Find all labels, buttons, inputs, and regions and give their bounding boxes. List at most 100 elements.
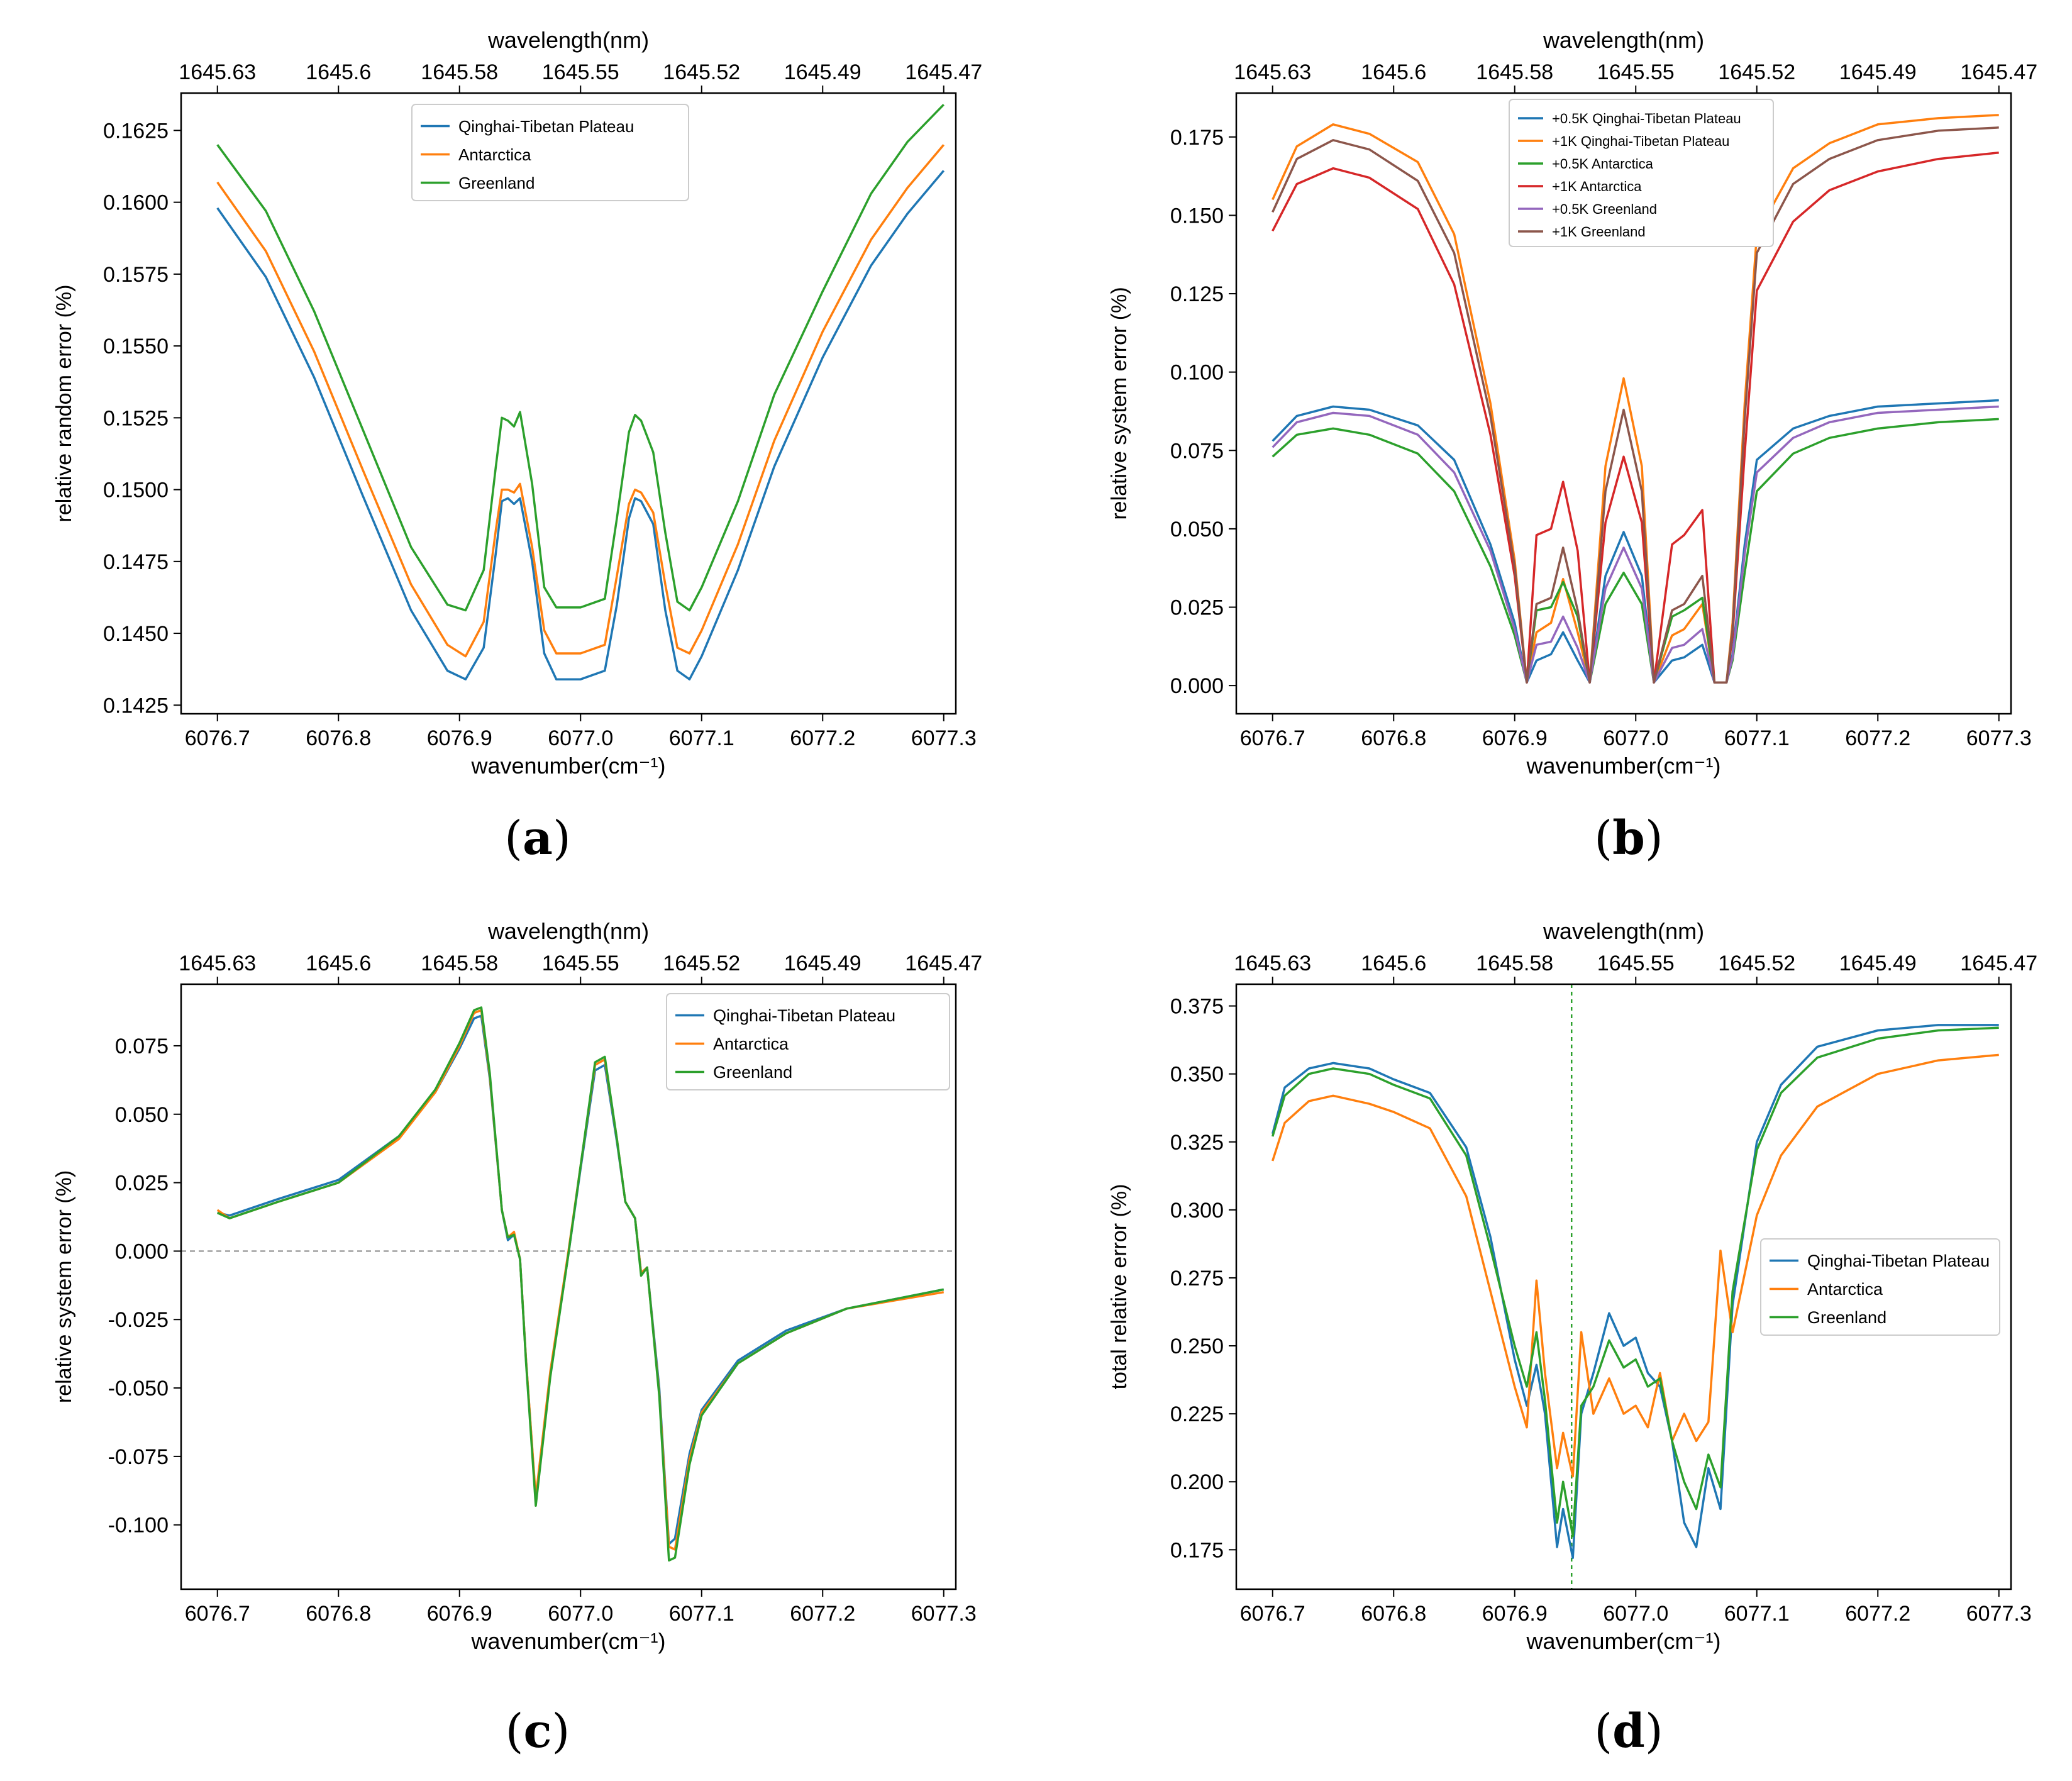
top-tick-label: 1645.47	[1960, 60, 2037, 84]
top-tick-label: 1645.47	[905, 60, 982, 84]
panel-label-b: (b)	[1594, 811, 1663, 865]
x-tick-label: 6076.8	[1361, 1602, 1426, 1626]
x-tick-label: 6077.2	[1845, 726, 1910, 750]
y-tick-label: -0.100	[108, 1514, 169, 1538]
legend-label: +0.5K Greenland	[1552, 201, 1657, 217]
top-tick-label: 1645.6	[1361, 60, 1426, 84]
y-tick-label: 0.175	[1170, 126, 1224, 150]
x-tick-label: 6076.8	[306, 1602, 371, 1626]
x-tick-label: 6077.0	[1603, 726, 1668, 750]
legend-label: Qinghai-Tibetan Plateau	[458, 117, 634, 136]
x-tick-label: 6076.7	[185, 1602, 250, 1626]
legend-label: Greenland	[458, 174, 535, 192]
legend-label: Antarctica	[458, 145, 531, 164]
chart-panel-c: 6076.7 6076.8 6076.9 6077.0 6077.1 6077.2 6077…	[52, 918, 982, 1654]
y-tick-label: 0.000	[115, 1240, 169, 1263]
top-tick-label: 1645.55	[1597, 952, 1675, 975]
y-tick-label: 0.075	[115, 1035, 169, 1058]
series-line-2	[216, 144, 945, 658]
x-tick-label: 6077.1	[669, 726, 734, 750]
y-tick-label: 0.300	[1170, 1199, 1224, 1223]
x-tick-label: 6077.1	[1724, 1602, 1790, 1626]
y-tick-label: 0.125	[1170, 282, 1224, 306]
top-tick-label: 1645.49	[784, 60, 861, 84]
top-tick-label: 1645.63	[1234, 60, 1311, 84]
x-axis-label: wavenumber(cm⁻¹)	[1526, 1628, 1720, 1654]
chart-panel-d: 6076.7 6076.8 6076.9 6077.0 6077.1 6077.2 6077…	[1107, 918, 2037, 1654]
x-tick-label: 6076.9	[1482, 726, 1548, 750]
y-tick-label: 0.225	[1170, 1402, 1224, 1426]
legend-box	[1760, 1238, 2000, 1336]
top-tick-label: 1645.58	[1476, 952, 1553, 975]
x-tick-label: 6077.3	[1966, 1602, 2032, 1626]
x-tick-label: 6077.3	[911, 1602, 977, 1626]
y-tick-label: -0.050	[108, 1377, 169, 1401]
y-tick-label: 0.275	[1170, 1267, 1224, 1290]
top-tick-label: 1645.52	[663, 60, 740, 84]
top-tick-label: 1645.6	[306, 952, 371, 975]
x-tick-label: 6077.2	[1845, 1602, 1910, 1626]
x-tick-label: 6076.7	[1240, 726, 1305, 750]
y-tick-label: 0.1475	[103, 550, 169, 574]
top-tick-label: 1645.63	[179, 952, 256, 975]
legend-label: +1K Qinghai-Tibetan Plateau	[1552, 133, 1729, 149]
series-line-3	[216, 104, 945, 612]
top-tick-label: 1645.63	[1234, 952, 1311, 975]
series-line-1	[1271, 399, 1999, 684]
plot-frame	[1235, 983, 2012, 1590]
x-tick-label: 6076.7	[185, 726, 250, 750]
series-line-3	[1271, 1026, 1999, 1538]
legend: +0.5K Qinghai-Tibetan Plateau +1K Qinghai…	[1509, 99, 1774, 247]
y-axis-label: total relative error (%)	[1107, 1184, 1131, 1390]
x-tick-label: 6076.7	[1240, 1602, 1305, 1626]
series-line-2	[1271, 1053, 1999, 1478]
panel-label-d: (d)	[1594, 1704, 1663, 1758]
y-tick-label: 0.025	[115, 1172, 169, 1196]
legend: Qinghai-Tibetan Plateau Antarctica Greenla…	[666, 993, 950, 1090]
legend-label: +0.5K Antarctica	[1552, 156, 1654, 172]
y-axis-label: relative system error (%)	[1107, 287, 1131, 519]
top-axis-label: wavelength(nm)	[1543, 27, 1704, 53]
x-axis-label: wavenumber(cm⁻¹)	[470, 753, 665, 779]
top-tick-label: 1645.6	[1361, 952, 1426, 975]
top-tick-label: 1645.58	[421, 60, 498, 84]
x-axis-label: wavenumber(cm⁻¹)	[470, 1628, 665, 1654]
top-tick-label: 1645.55	[542, 952, 619, 975]
legend: Qinghai-Tibetan Plateau Antarctica Greenla…	[411, 104, 689, 201]
y-tick-label: 0.100	[1170, 361, 1224, 385]
y-tick-label: 0.025	[1170, 596, 1224, 620]
x-axis-label: wavenumber(cm⁻¹)	[1526, 753, 1720, 779]
top-axis-label: wavelength(nm)	[487, 918, 649, 944]
chart-panel-a: 6076.7 6076.8 6076.9 6077.0 6077.1 6077.2 6077…	[52, 27, 982, 779]
x-tick-label: 6077.3	[1966, 726, 2032, 750]
y-axis-label: relative system error (%)	[52, 1170, 76, 1403]
y-tick-label: 0.1600	[103, 191, 169, 215]
series-line-3	[1271, 418, 1999, 684]
y-axis-label: relative random error (%)	[52, 285, 76, 523]
legend: Qinghai-Tibetan Plateau Antarctica Greenla…	[1760, 1238, 2000, 1336]
top-tick-label: 1645.52	[1718, 60, 1795, 84]
top-tick-label: 1645.55	[542, 60, 619, 84]
y-tick-label: 0.000	[1170, 674, 1224, 698]
legend-label: +1K Antarctica	[1552, 179, 1642, 194]
series-line-5	[1271, 405, 1999, 684]
y-tick-label: 0.050	[115, 1103, 169, 1127]
legend-box	[1509, 99, 1774, 247]
legend-label: Greenland	[713, 1063, 792, 1082]
series-line-3	[216, 1006, 945, 1562]
panel-label-a: (a)	[504, 811, 571, 865]
top-axis-label: wavelength(nm)	[487, 27, 649, 53]
x-tick-label: 6076.9	[427, 726, 492, 750]
legend-label: +0.5K Qinghai-Tibetan Plateau	[1552, 111, 1741, 126]
plot-frame	[180, 983, 957, 1590]
y-tick-label: 0.1625	[103, 119, 169, 143]
x-tick-label: 6076.8	[306, 726, 371, 750]
y-tick-label: 0.175	[1170, 1538, 1224, 1562]
legend-box	[411, 104, 689, 201]
plot-frame	[1235, 92, 2012, 715]
top-tick-label: 1645.6	[306, 60, 371, 84]
y-tick-label: 0.1450	[103, 622, 169, 646]
panel-label-c: (c)	[505, 1704, 570, 1758]
y-tick-label: 0.1425	[103, 694, 169, 718]
